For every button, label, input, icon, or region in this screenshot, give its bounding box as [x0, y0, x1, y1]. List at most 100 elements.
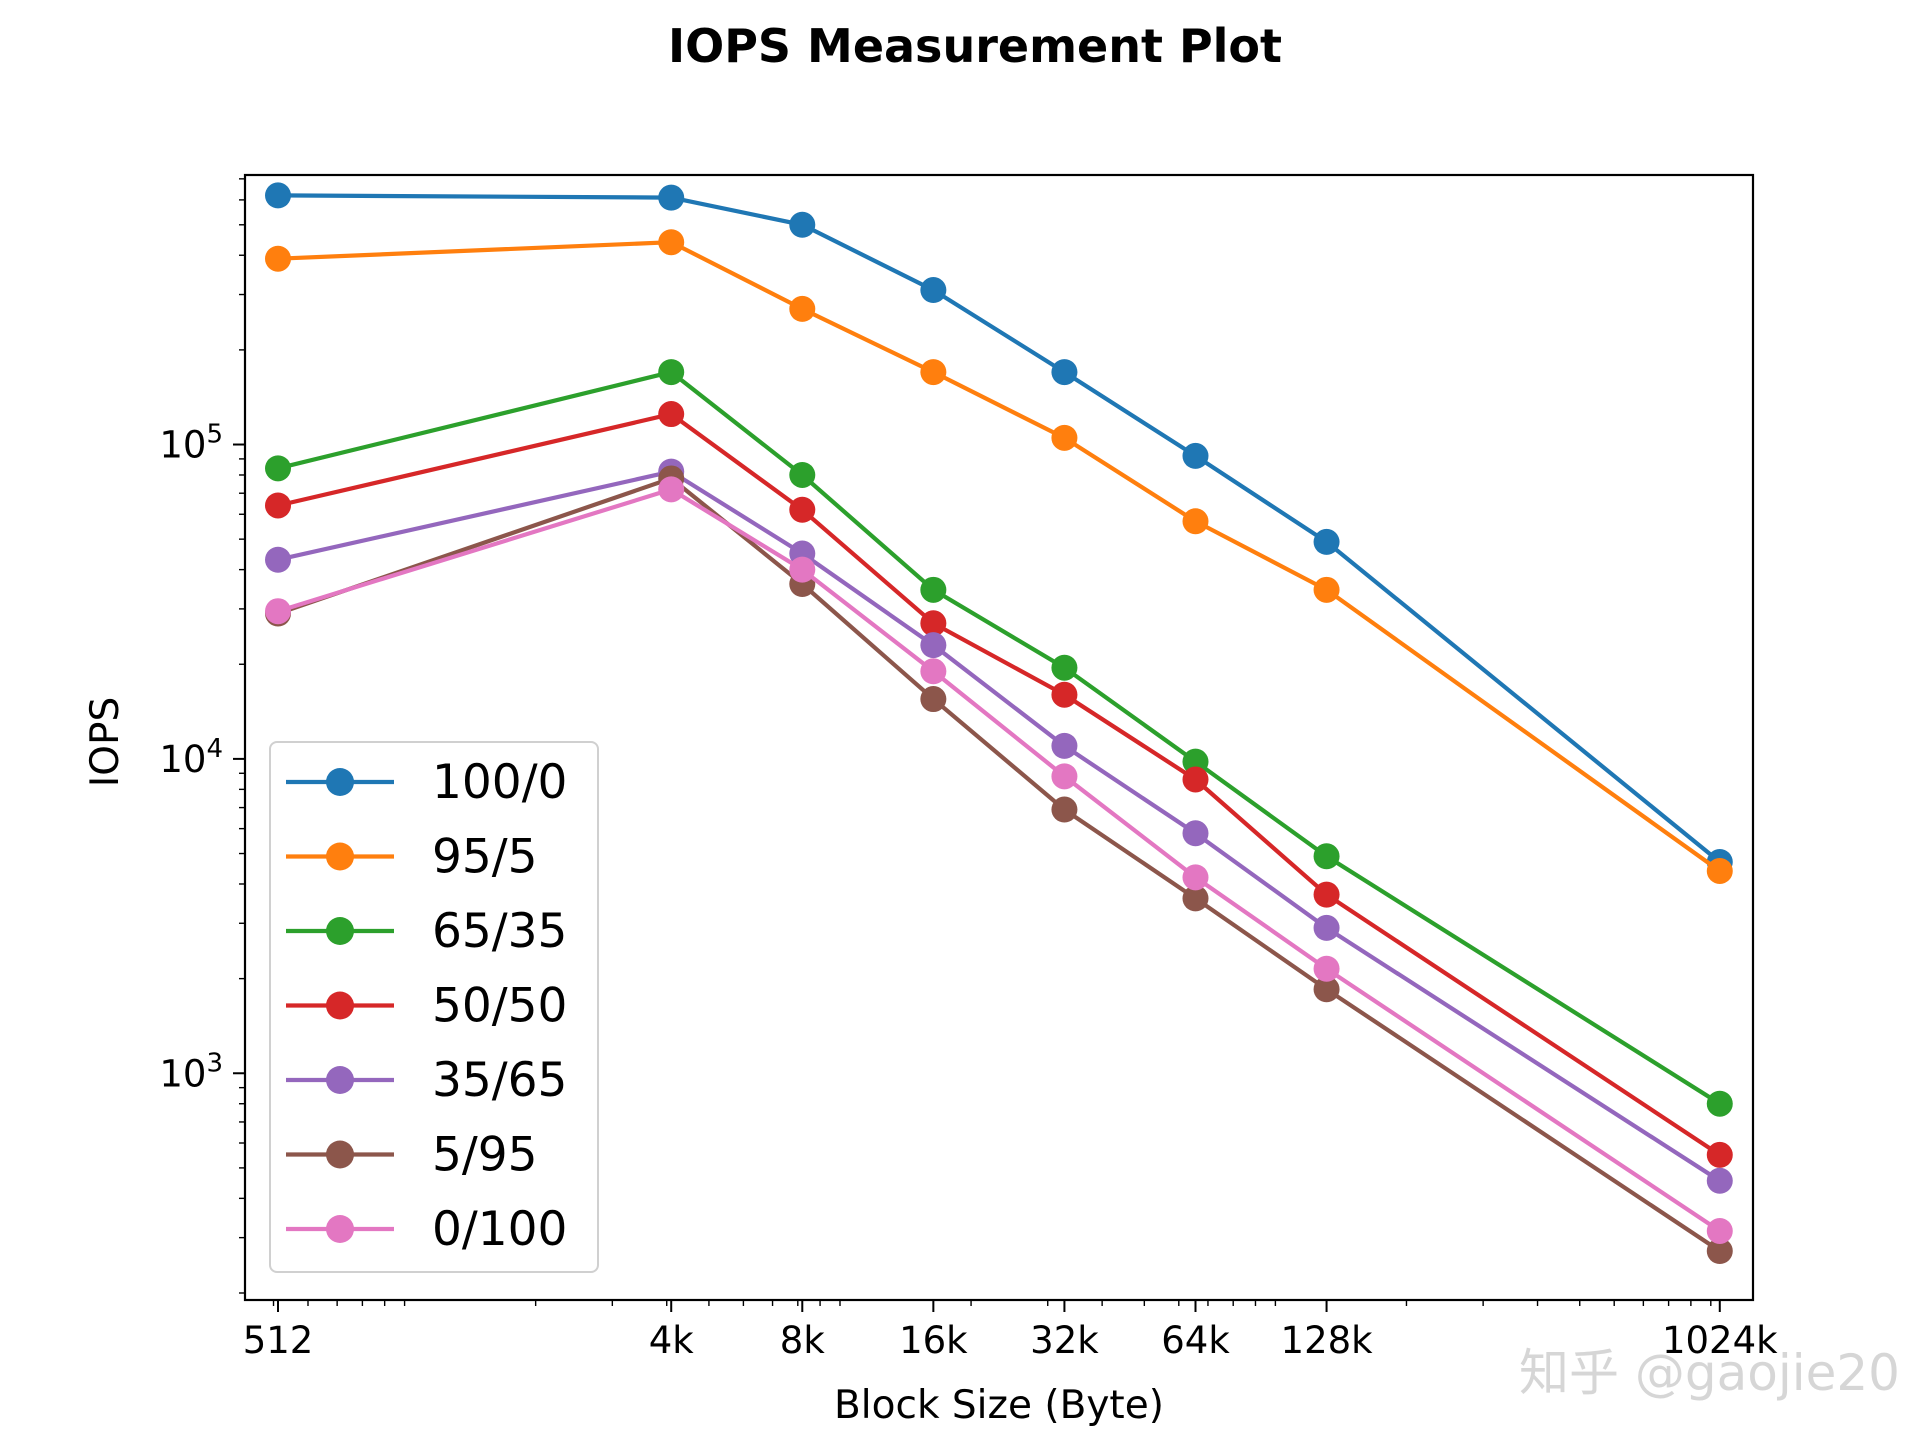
data-point — [265, 245, 292, 272]
x-tick-label: 128k — [1281, 1319, 1374, 1362]
series-line — [277, 412, 1721, 1157]
data-point — [1706, 1090, 1733, 1117]
x-tick-label: 4k — [649, 1319, 695, 1362]
series-line — [277, 476, 1721, 1253]
legend-item: 50/50 — [286, 979, 567, 1034]
legend-label: 0/100 — [432, 1202, 567, 1257]
data-point — [658, 359, 685, 386]
data-point — [1051, 763, 1078, 790]
data-point — [920, 632, 947, 659]
data-point — [658, 229, 685, 256]
data-point — [920, 686, 947, 713]
data-point — [920, 610, 947, 637]
data-point — [1313, 843, 1340, 870]
series-95-5 — [265, 229, 1733, 884]
x-tick-label: 64k — [1161, 1319, 1230, 1362]
legend-box — [269, 741, 599, 1273]
data-point — [265, 455, 292, 482]
data-point — [789, 556, 816, 583]
legend-marker — [326, 842, 354, 871]
legend-marker — [326, 991, 354, 1020]
legend-label: 100/0 — [432, 755, 567, 810]
data-point — [1051, 424, 1078, 451]
data-point — [1313, 955, 1340, 982]
y-tick-label: 105 — [159, 420, 223, 467]
legend-marker — [326, 1066, 354, 1094]
legend-label: 50/50 — [432, 979, 567, 1034]
series-50-50 — [265, 401, 1733, 1168]
axes-frame — [243, 173, 1755, 1302]
data-point — [1313, 976, 1340, 1003]
legend-item: 65/35 — [286, 904, 567, 959]
watermark: 知乎 @gaojie20 — [1519, 1344, 1900, 1402]
data-point — [1182, 766, 1209, 793]
data-point — [789, 496, 816, 523]
data-point — [658, 476, 685, 503]
data-point — [920, 658, 947, 685]
legend-label: 95/5 — [432, 830, 538, 885]
data-point — [1706, 857, 1733, 884]
series-line — [277, 240, 1722, 873]
series-line — [277, 469, 1721, 1183]
data-point — [658, 401, 685, 428]
legend-marker — [326, 917, 354, 945]
x-tick-label: 32k — [1030, 1319, 1099, 1362]
legend-marker — [326, 768, 354, 796]
series-line — [277, 193, 1722, 864]
y-axis-label: IOPS — [83, 697, 128, 787]
series-0-100 — [265, 476, 1733, 1244]
data-point — [789, 461, 816, 488]
legend-item: 100/0 — [286, 755, 567, 810]
data-point — [1051, 359, 1078, 386]
legend: 100/0 95/5 65/35 50/50 35/65 5/95 0/100 — [269, 741, 599, 1273]
x-axis: 512 4k 8k 16k 32k 64k 128k 1024k — [243, 1300, 1778, 1362]
x-tick-label: 8k — [780, 1319, 826, 1362]
legend-item: 35/65 — [286, 1053, 567, 1108]
data-point — [1182, 820, 1209, 847]
data-point — [1051, 681, 1078, 708]
series-65-35 — [265, 359, 1733, 1117]
legend-item: 95/5 — [286, 830, 538, 885]
data-point — [1706, 1167, 1733, 1194]
data-point — [1313, 881, 1340, 908]
y-axis: 103 104 105 — [159, 178, 245, 1294]
data-point — [920, 277, 947, 304]
data-point — [1313, 528, 1340, 555]
x-axis-label: Block Size (Byte) — [834, 1383, 1164, 1428]
data-point — [1313, 576, 1340, 603]
data-point — [789, 211, 816, 238]
data-point — [1182, 748, 1209, 775]
data-point — [1182, 864, 1209, 891]
legend-marker — [326, 1215, 354, 1243]
data-point — [1051, 654, 1078, 681]
x-tick-label: 1024k — [1662, 1319, 1778, 1362]
legend-label: 35/65 — [432, 1053, 567, 1108]
data-point — [265, 492, 292, 519]
x-tick-label: 16k — [899, 1319, 968, 1362]
x-tick-label: 512 — [243, 1319, 314, 1362]
data-point — [265, 182, 292, 209]
data-point — [1706, 1141, 1733, 1168]
data-point — [1182, 508, 1209, 535]
data-point — [920, 576, 947, 603]
plot-area — [265, 182, 1733, 1265]
data-point — [1182, 885, 1209, 912]
data-point — [789, 295, 816, 322]
data-point — [265, 598, 292, 625]
series-line — [277, 370, 1721, 1106]
data-point — [1182, 442, 1209, 469]
series-line — [277, 487, 1721, 1233]
data-point — [1313, 914, 1340, 941]
chart-title: IOPS Measurement Plot — [668, 19, 1282, 73]
data-point — [1051, 796, 1078, 823]
data-point — [658, 184, 685, 211]
data-point — [1051, 732, 1078, 759]
data-point — [920, 359, 947, 386]
legend-label: 5/95 — [432, 1128, 538, 1183]
legend-marker — [326, 1140, 354, 1169]
data-point — [1706, 1217, 1733, 1244]
legend-item: 5/95 — [286, 1128, 538, 1183]
data-point — [265, 546, 292, 573]
data-point — [1706, 1238, 1733, 1265]
